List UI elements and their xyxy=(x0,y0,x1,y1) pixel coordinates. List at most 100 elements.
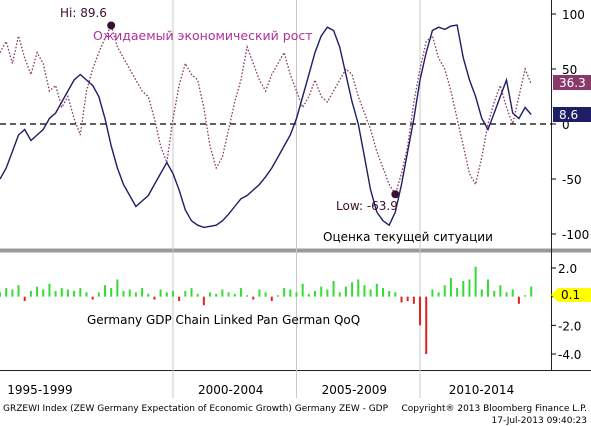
last-value-gdp: 0.1 xyxy=(551,288,591,302)
gdp-bar xyxy=(246,295,249,297)
gdp-bar xyxy=(97,292,100,297)
gdp-bar xyxy=(289,289,292,297)
gdp-bar xyxy=(209,292,212,297)
y-tick-label: -50 xyxy=(562,173,582,187)
low-annotation: Low: -63.9 xyxy=(336,199,398,213)
gdp-bar xyxy=(456,288,459,297)
gdp-bar xyxy=(91,296,94,300)
expectations-series-label: Ожидаемый экономический рост xyxy=(93,28,313,43)
gdp-bar xyxy=(406,296,409,301)
gdp-bar xyxy=(462,280,465,297)
footer-timestamp: 17-Jul-2013 09:40:23 xyxy=(492,416,588,426)
gdp-bar xyxy=(314,290,317,297)
gdp-bar xyxy=(499,285,502,297)
gdp-bar xyxy=(221,289,224,297)
period-label: 2005-2009 xyxy=(322,383,387,397)
gdp-bar xyxy=(202,296,205,306)
gdp-bar xyxy=(42,289,45,297)
gdp-bar xyxy=(128,289,131,297)
gdp-bar xyxy=(85,292,88,297)
gdp-bar xyxy=(381,288,384,297)
gdp-bar xyxy=(147,293,150,297)
y-tick-label: 50 xyxy=(562,63,577,77)
gdp-bar xyxy=(48,283,51,297)
gdp-bar xyxy=(394,292,397,297)
current-situation-line xyxy=(0,24,532,229)
gdp-bar xyxy=(134,292,137,297)
period-label: 1995-1999 xyxy=(7,383,72,397)
gdp-bar xyxy=(295,292,298,297)
gdp-bar xyxy=(54,290,57,297)
gdp-bar xyxy=(116,279,119,297)
gdp-bar xyxy=(301,283,304,297)
gdp-bar xyxy=(215,293,218,297)
gdp-bar xyxy=(110,288,113,297)
gdp-bar xyxy=(23,296,26,301)
gdp-bar xyxy=(153,296,156,300)
gdp-bar xyxy=(351,282,354,297)
gdp-tick-label: -4.0 xyxy=(558,348,581,362)
gdp-bar xyxy=(141,288,144,297)
hi-marker xyxy=(107,21,116,30)
gdp-bar xyxy=(178,296,181,301)
gdp-bar xyxy=(425,296,428,354)
gdp-bar xyxy=(493,290,496,297)
gdp-bar xyxy=(431,289,434,297)
gdp-bar xyxy=(122,290,125,297)
y-axis-bg xyxy=(551,0,591,370)
y-tick-label: 0 xyxy=(562,118,570,132)
last-value-s2: 8.6 xyxy=(553,107,591,122)
gdp-bar xyxy=(258,289,261,297)
gdp-bar xyxy=(511,289,514,297)
last-value-gdp-box xyxy=(551,288,591,302)
gdp-bar xyxy=(320,286,323,297)
gdp-bar xyxy=(400,296,403,303)
gdp-bar xyxy=(388,290,391,297)
gdp-bar xyxy=(227,292,230,297)
gdp-bar xyxy=(474,266,477,297)
gdp-bar xyxy=(344,286,347,297)
footer-source: GRZEWI Index (ZEW Germany Expectation of… xyxy=(3,404,389,414)
gdp-bar xyxy=(29,290,32,297)
last-value-gdp-text: 0.1 xyxy=(561,288,580,302)
series-lines-layer xyxy=(0,23,532,229)
period-label: 2000-2004 xyxy=(198,383,263,397)
gdp-bar xyxy=(283,288,286,297)
gdp-bar xyxy=(517,296,520,304)
gdp-bar xyxy=(524,295,527,297)
last-value-s2-box xyxy=(553,107,591,122)
gdp-bar xyxy=(0,292,1,297)
gdp-bar xyxy=(375,283,378,297)
gdp-bar xyxy=(276,295,279,297)
tick-labels-layer: 100 50 0 -50 -100 2.0 -2.0 -4.0 xyxy=(558,8,589,362)
period-label: 2010-2014 xyxy=(449,383,514,397)
gdp-bar xyxy=(79,288,82,297)
gdp-bar xyxy=(449,278,452,297)
gdp-tick-label: -2.0 xyxy=(558,319,581,333)
gdp-bar xyxy=(104,285,107,297)
gdp-bar xyxy=(505,292,508,297)
gdp-bar xyxy=(419,296,422,326)
gdp-bar xyxy=(159,289,162,297)
gdp-bar xyxy=(60,288,63,297)
gdp-tick-label: 2.0 xyxy=(558,262,577,276)
gdp-bar xyxy=(36,286,39,297)
gdp-bar xyxy=(171,290,174,297)
low-marker xyxy=(391,190,400,199)
gdp-bar xyxy=(307,293,310,297)
gdp-bar xyxy=(437,292,440,297)
gdp-bar xyxy=(5,288,8,297)
y-tick-label: -100 xyxy=(562,228,589,242)
gdp-bar xyxy=(357,279,360,297)
gdp-bar xyxy=(480,289,483,297)
gdp-bar xyxy=(369,289,372,297)
gdp-bar xyxy=(363,285,366,297)
gdp-bar xyxy=(412,296,415,304)
grid-layer xyxy=(0,0,556,398)
gdp-bar xyxy=(184,290,187,297)
gdp-bar xyxy=(468,279,471,297)
gdp-bar xyxy=(196,293,199,297)
y-tick-label: 100 xyxy=(562,8,585,22)
